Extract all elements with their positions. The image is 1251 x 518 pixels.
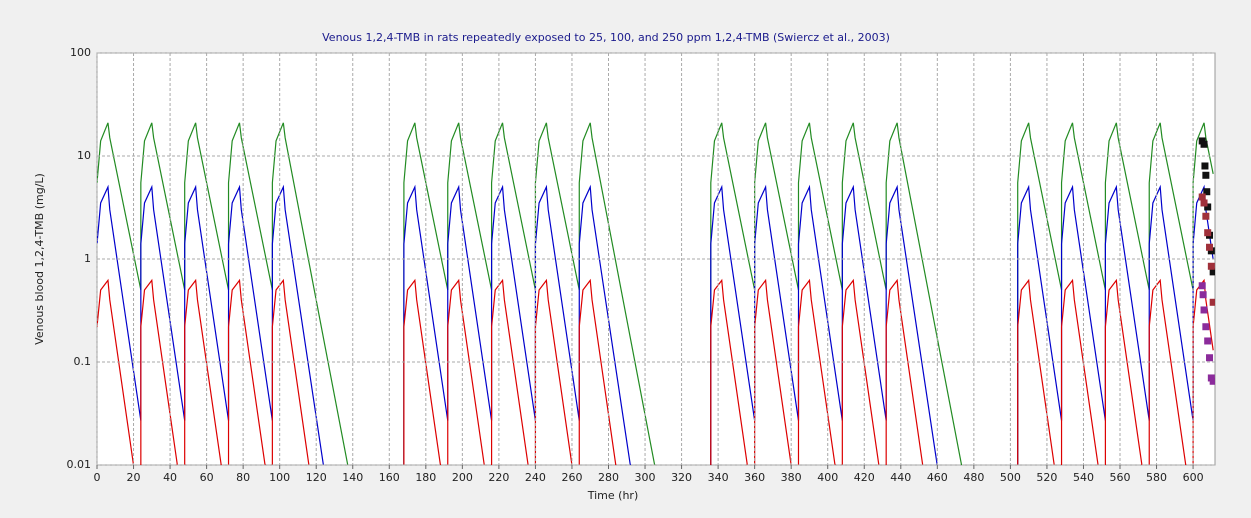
x-tick-label: 120	[306, 471, 327, 484]
x-tick-label: 560	[1110, 471, 1131, 484]
data-point	[1198, 282, 1206, 290]
x-tick-label: 160	[379, 471, 400, 484]
x-tick-label: 420	[854, 471, 875, 484]
y-tick-label: 1	[84, 252, 91, 265]
x-tick-label: 600	[1183, 471, 1204, 484]
chart-title: Venous 1,2,4-TMB in rats repeatedly expo…	[322, 31, 890, 44]
data-line	[97, 278, 1214, 465]
x-tick-label: 180	[415, 471, 436, 484]
data-point	[1200, 140, 1208, 148]
data-point	[1207, 262, 1215, 270]
data-point	[1209, 268, 1215, 276]
x-tick-label: 260	[561, 471, 582, 484]
x-tick-label: 440	[890, 471, 911, 484]
plot-lines	[97, 122, 1215, 465]
x-axis-label: Time (hr)	[587, 489, 639, 502]
x-tick-label: 300	[635, 471, 656, 484]
x-tick-label: 360	[744, 471, 765, 484]
y-axis-label: Venous blood 1,2,4-TMB (mg/L)	[33, 173, 46, 345]
x-tick-label: 80	[236, 471, 250, 484]
data-line	[97, 184, 1214, 465]
x-tick-label: 0	[94, 471, 101, 484]
x-tick-label: 100	[269, 471, 290, 484]
data-point	[1200, 306, 1208, 314]
data-point	[1206, 243, 1214, 251]
data-point	[1202, 171, 1210, 179]
x-tick-label: 220	[488, 471, 509, 484]
x-tick-label: 320	[671, 471, 692, 484]
x-tick-label: 140	[342, 471, 363, 484]
data-point	[1204, 229, 1212, 237]
y-tick-label: 0.1	[74, 355, 92, 368]
x-tick-label: 240	[525, 471, 546, 484]
data-point	[1209, 298, 1215, 306]
x-tick-label: 340	[708, 471, 729, 484]
x-tick-label: 280	[598, 471, 619, 484]
x-tick-label: 460	[927, 471, 948, 484]
x-tick-label: 200	[452, 471, 473, 484]
x-tick-label: 380	[781, 471, 802, 484]
data-point	[1209, 377, 1215, 385]
y-tick-label: 10	[77, 149, 91, 162]
x-tick-label: 40	[163, 471, 177, 484]
data-point	[1200, 199, 1208, 207]
data-point	[1202, 212, 1210, 220]
data-line	[97, 122, 1214, 465]
data-point	[1204, 203, 1212, 211]
x-tick-label: 520	[1036, 471, 1057, 484]
data-point	[1204, 337, 1212, 345]
data-point	[1206, 354, 1214, 362]
x-tick-label: 500	[1000, 471, 1021, 484]
x-tick-label: 20	[127, 471, 141, 484]
y-tick-label: 0.01	[67, 458, 92, 471]
x-tick-label: 400	[817, 471, 838, 484]
data-point	[1202, 323, 1210, 331]
y-tick-label: 100	[70, 46, 91, 59]
data-point	[1201, 162, 1209, 170]
x-tick-label: 580	[1146, 471, 1167, 484]
data-point	[1199, 291, 1207, 299]
x-tick-label: 480	[963, 471, 984, 484]
x-tick-label: 60	[200, 471, 214, 484]
data-point	[1203, 188, 1211, 196]
x-tick-label: 540	[1073, 471, 1094, 484]
data-point	[1207, 247, 1215, 255]
data-point	[1198, 193, 1206, 201]
